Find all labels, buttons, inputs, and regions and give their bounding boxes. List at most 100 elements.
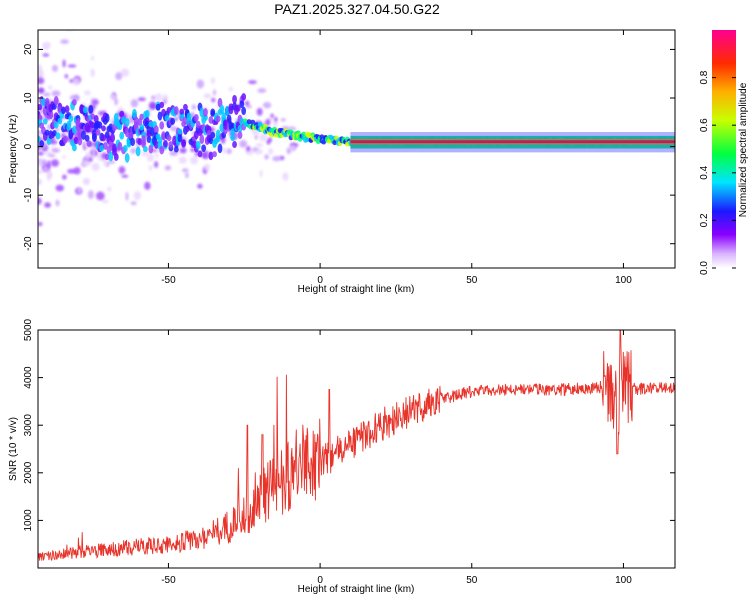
- spectrogram-noise-blob: [55, 184, 65, 192]
- spectrogram-band-cell: [146, 131, 152, 138]
- spectrogram-band-cell: [142, 146, 148, 153]
- spectrogram-noise-blob: [48, 154, 56, 158]
- spectrogram-noise-blob: [273, 119, 278, 128]
- spectrogram-noise-blob: [50, 159, 59, 167]
- spectrogram-noise-blob: [262, 102, 272, 109]
- figure-title: PAZ1.2025.327.04.50.G22: [274, 1, 440, 17]
- spectrogram-band-cell: [139, 113, 145, 121]
- spectrogram-noise-blob: [264, 154, 269, 160]
- spectrogram-noise-blob: [150, 95, 157, 101]
- spectrogram-noise-blob: [141, 150, 150, 157]
- spectrogram-frame: [37, 29, 676, 269]
- spectrogram-noise-blob: [190, 156, 199, 165]
- spectrogram-noise-blob: [244, 100, 250, 107]
- spectrogram-band-cell: [82, 106, 88, 114]
- spectrogram-noise-blob: [42, 92, 51, 97]
- spectrogram-band-cell: [137, 117, 143, 126]
- spectrogram-noise-blob: [133, 191, 142, 201]
- spectrogram-band-cell: [132, 108, 137, 119]
- spectrogram-noise-blob: [196, 79, 205, 89]
- spectrogram-band-cell: [124, 153, 130, 163]
- spectrogram-noise-blob: [130, 147, 137, 154]
- spectrogram-noise-blob: [73, 166, 81, 175]
- spectrogram-xtick-label: 50: [466, 275, 478, 286]
- spectrogram-noise-blob: [62, 59, 66, 68]
- spectrogram-noise-blob: [38, 178, 42, 185]
- spectrogram-noise-blob: [38, 64, 43, 74]
- spectrogram-noise-blob: [256, 107, 263, 116]
- spectrogram-band-cell: [195, 140, 201, 150]
- spectrogram-band-cell: [257, 121, 263, 128]
- spectrogram-band-cell: [48, 110, 54, 120]
- spectrogram-noise-blob: [169, 126, 178, 132]
- spectrogram-band-cell: [239, 100, 245, 109]
- snr-xtick-label: -50: [161, 575, 176, 586]
- colorbar-tick-label: 0.8: [699, 70, 710, 84]
- spectrogram-band-cell: [84, 134, 90, 142]
- spectrogram-noise-blob: [95, 191, 105, 201]
- spectrogram-band-cell: [144, 109, 150, 119]
- spectrogram-noise-blob: [255, 148, 263, 155]
- spectrogram-band-cell: [166, 106, 172, 114]
- spectrogram-noise-blob: [146, 153, 155, 162]
- spectrogram-band-cell: [73, 136, 79, 145]
- spectrogram-ticks: -50 0 50 100 -20 -10 0 10 20: [23, 30, 675, 286]
- spectrogram-xtick-label: 0: [317, 275, 323, 286]
- spectrogram-noise-blob: [60, 39, 69, 44]
- spectrogram-band-cell: [148, 121, 154, 128]
- spectrogram-noise-blob: [91, 162, 100, 171]
- spectrogram-noise-blob: [107, 186, 112, 192]
- spectrogram-noise-blob: [48, 85, 53, 90]
- spectrogram-band-cell: [153, 125, 159, 135]
- spectrogram-band-cell: [90, 113, 95, 120]
- spectrogram-band-cell: [210, 108, 216, 116]
- spectrogram-band-cell: [241, 93, 247, 101]
- spectrogram-noise-blob: [120, 68, 130, 77]
- spectrogram-noise-blob: [38, 77, 45, 85]
- spectrogram-noise-blob: [72, 77, 80, 86]
- spectrogram-band-cell: [181, 139, 187, 148]
- spectrogram-band-cell: [208, 136, 214, 145]
- spectrogram-noise-blob: [203, 93, 212, 99]
- spectrogram-band-cell: [95, 128, 101, 136]
- spectrogram-noise-blob: [180, 148, 187, 153]
- spectrogram-band-cell: [41, 97, 46, 107]
- spectrogram-noise-blob: [41, 159, 47, 167]
- snr-ticks: -50 0 50 100 1000 2000 3000 4000 5000: [23, 318, 675, 586]
- colorbar-gradient: [712, 30, 736, 268]
- spectrogram-band-cell: [159, 121, 165, 130]
- spectrogram-band-cell: [186, 112, 192, 122]
- spectrogram-band-cell: [223, 120, 228, 130]
- snr-ytick-label: 4000: [23, 366, 34, 389]
- spectrogram-band-cell: [39, 140, 45, 148]
- spectrogram-band-cell: [164, 114, 170, 122]
- spectrogram-noise-blob: [115, 72, 123, 81]
- spectrogram-noise-blob: [137, 97, 146, 102]
- spectrogram-ytick-label: -10: [23, 187, 34, 202]
- spectrogram-noise-blob: [87, 190, 94, 200]
- spectrogram-noise-blob: [92, 149, 96, 159]
- spectrogram-band-cell: [130, 137, 136, 147]
- spectrogram-noise-blob: [144, 181, 151, 190]
- spectrogram-band-cell: [159, 101, 165, 109]
- spectrogram-band-cell: [232, 141, 237, 148]
- spectrogram-noise-blob: [85, 151, 91, 160]
- spectrogram-band-cell: [163, 139, 168, 148]
- snr-panel: -50 0 50 100 1000 2000 3000 4000 5000 Height of …: [8, 318, 676, 595]
- colorbar-label: Normalized spectral amplitude: [738, 82, 749, 217]
- spectrogram-noise-blob: [77, 187, 82, 194]
- snr-xtick-label: 0: [317, 575, 323, 586]
- spectrogram-noise-blob: [55, 199, 60, 207]
- spectrogram-band-cell: [159, 145, 165, 155]
- spectrogram-band-cell: [90, 121, 95, 129]
- snr-ytick-label: 1000: [23, 509, 34, 532]
- spectrogram-band-cell: [77, 137, 83, 146]
- spectrogram-noise-blob: [197, 183, 203, 189]
- spectrogram-band-cell: [104, 153, 110, 160]
- spectrogram-band-cell: [53, 121, 59, 129]
- spectrogram-band-cell: [306, 132, 312, 138]
- spectrogram-noise-blob: [90, 68, 95, 78]
- spectrogram-band-cell: [215, 135, 221, 143]
- spectrogram-band-cell: [177, 134, 183, 143]
- spectrogram-band-cell: [92, 132, 97, 142]
